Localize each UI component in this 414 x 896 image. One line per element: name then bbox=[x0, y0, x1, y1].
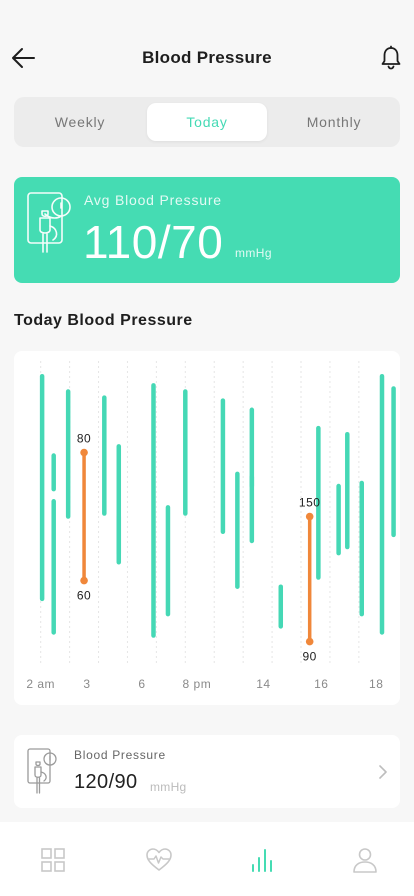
bottom-navigation bbox=[0, 822, 414, 896]
profile-icon[interactable] bbox=[351, 846, 379, 874]
avg-bp-label: Avg Blood Pressure bbox=[84, 192, 222, 208]
blood-pressure-monitor-icon bbox=[27, 748, 57, 794]
chart-x-tick-label: 2 am bbox=[26, 677, 55, 691]
bp-reading-card[interactable]: Blood Pressure 120/90 mmHg bbox=[14, 735, 400, 808]
page-title: Blood Pressure bbox=[142, 48, 272, 67]
chart-x-tick-label: 14 bbox=[256, 677, 270, 691]
chart-x-tick-label: 6 bbox=[138, 677, 145, 691]
chart-data-label: 90 bbox=[303, 650, 317, 664]
bp-range-chart: 80 60 150 90 2 am 3 6 8 pm 14 16 18 bbox=[26, 361, 396, 691]
avg-bp-value: 110/70 bbox=[83, 216, 224, 268]
chevron-right-icon bbox=[379, 765, 387, 779]
chart-x-tick-label: 16 bbox=[314, 677, 328, 691]
back-arrow-icon[interactable] bbox=[10, 46, 36, 70]
chart-highlight-point bbox=[305, 512, 314, 521]
chart-x-tick-label: 8 pm bbox=[183, 677, 212, 691]
tab-today[interactable]: Today bbox=[147, 103, 267, 141]
chart-highlight-point bbox=[80, 448, 88, 457]
chart-x-tick-label: 3 bbox=[83, 677, 90, 691]
avg-blood-pressure-card: Avg Blood Pressure 110/70 mmHg bbox=[14, 177, 400, 283]
header: Blood Pressure bbox=[0, 36, 414, 80]
chart-highlight-point bbox=[305, 637, 314, 646]
bp-reading-unit: mmHg bbox=[150, 780, 187, 794]
chart-x-tick-label: 18 bbox=[369, 677, 383, 691]
bp-reading-value: 120/90 bbox=[74, 771, 138, 793]
period-tabs: Weekly Today Monthly bbox=[14, 97, 400, 147]
grid-icon[interactable] bbox=[39, 846, 67, 874]
bp-reading-label: Blood Pressure bbox=[74, 748, 166, 762]
tab-monthly[interactable]: Monthly bbox=[306, 114, 362, 130]
tab-weekly[interactable]: Weekly bbox=[54, 114, 106, 130]
avg-bp-unit: mmHg bbox=[235, 246, 272, 260]
blood-pressure-monitor-icon bbox=[27, 192, 71, 253]
bp-chart-card: 80 60 150 90 2 am 3 6 8 pm 14 16 18 bbox=[14, 351, 400, 705]
notification-bell-icon[interactable] bbox=[380, 45, 402, 71]
bar-chart-icon[interactable] bbox=[249, 846, 277, 874]
section-title: Today Blood Pressure bbox=[14, 312, 193, 329]
chart-data-label: 80 bbox=[77, 432, 91, 446]
chart-highlight-point bbox=[80, 576, 88, 585]
chart-data-label: 60 bbox=[77, 589, 91, 603]
chart-data-label: 150 bbox=[299, 496, 321, 510]
heartbeat-icon[interactable] bbox=[145, 846, 173, 874]
